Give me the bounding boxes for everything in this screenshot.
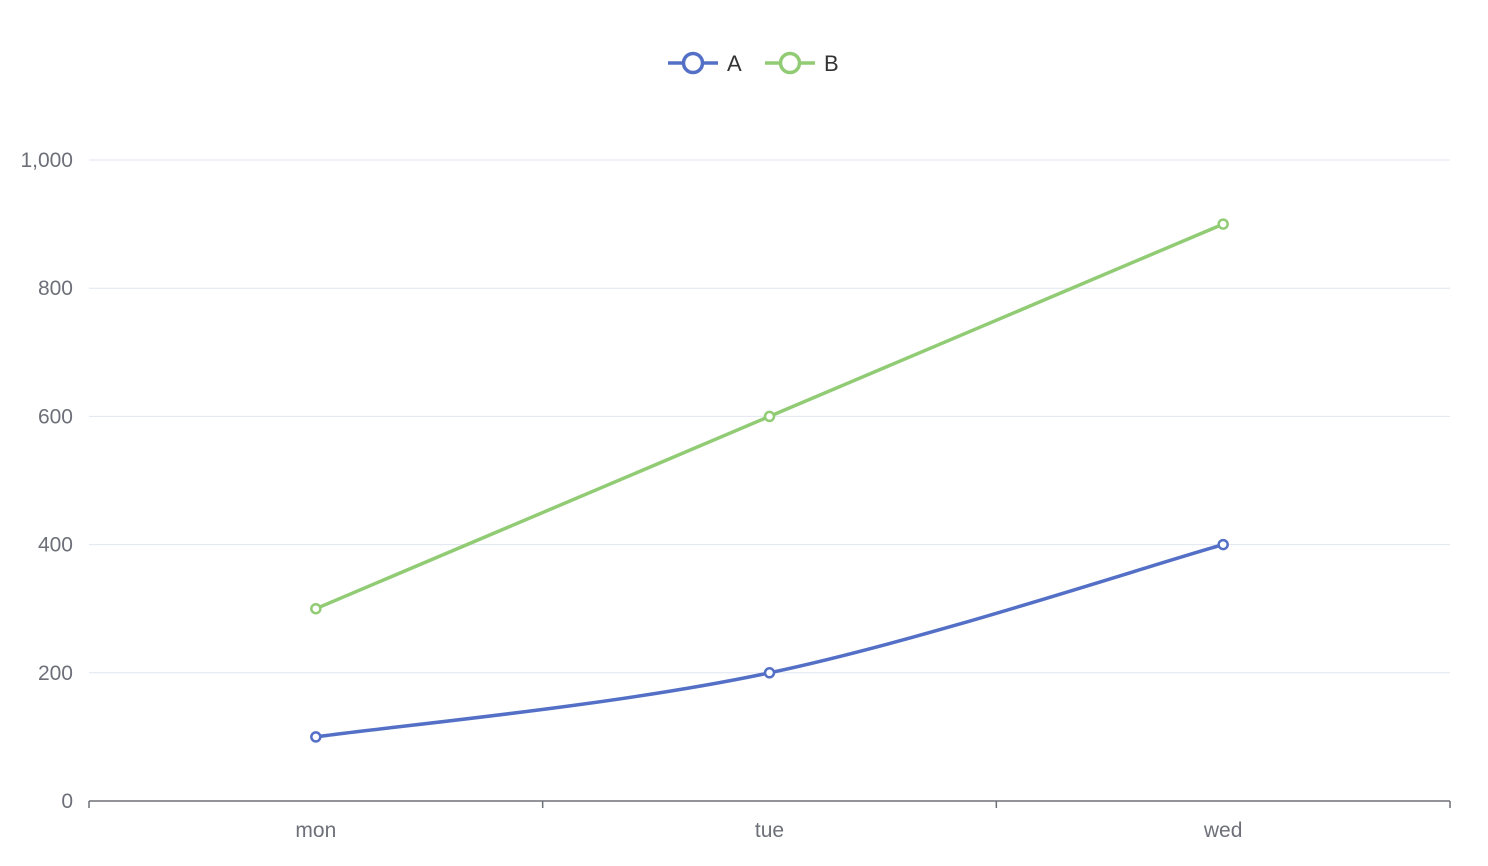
legend-label: A [727,51,742,76]
data-point [1217,538,1229,551]
y-tick-label: 0 [61,790,73,813]
legend-label: B [824,51,839,76]
data-point [763,667,776,679]
x-tick-label: mon [295,819,336,842]
data-point [763,410,776,423]
data-point [1217,218,1229,230]
x-tick-label: tue [755,819,784,842]
data-point [310,731,322,743]
axes: 0 200 400 600 800 1,000 mon tue wed [20,149,1451,842]
series-b [310,218,1229,615]
x-tick-label: wed [1203,819,1243,842]
data-point [310,602,322,615]
y-tick-label: 600 [38,405,73,428]
series-a [310,538,1229,743]
y-tick-label: 800 [38,277,73,300]
y-tick-label: 200 [38,662,73,685]
legend-circle-icon [778,51,802,75]
legend-circle-icon [681,51,705,75]
legend-item-b[interactable]: B [765,51,839,76]
y-tick-label: 400 [38,534,73,557]
series-line [314,542,1225,739]
series-lines [310,218,1229,743]
y-tick-label: 1,000 [20,149,73,172]
legend-item-a[interactable]: A [668,51,742,76]
